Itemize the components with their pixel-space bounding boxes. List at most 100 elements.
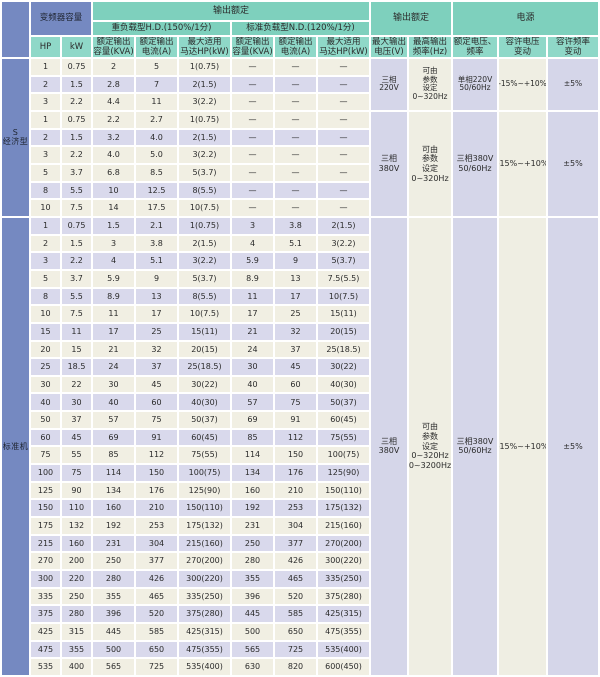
table-cell: 11 bbox=[93, 306, 134, 322]
merged-cell-voltage: 三相 220V bbox=[371, 59, 407, 110]
table-cell: — bbox=[318, 76, 369, 93]
header-output-rating-right: 输出额定 bbox=[371, 2, 451, 35]
table-cell: 175 bbox=[31, 518, 60, 534]
table-cell: 112 bbox=[275, 429, 316, 446]
table-cell: 375 bbox=[31, 606, 60, 623]
table-cell: 8 bbox=[31, 288, 60, 305]
table-cell: 335(250) bbox=[318, 571, 369, 587]
table-cell: 192 bbox=[232, 500, 273, 517]
table-cell: 125 bbox=[31, 482, 60, 499]
merged-cell-vfluct: -15%~+10% bbox=[499, 59, 546, 110]
table-cell: 114 bbox=[232, 447, 273, 464]
table-cell: 30(22) bbox=[179, 376, 230, 393]
table-cell: — bbox=[275, 164, 316, 181]
table-cell: — bbox=[232, 76, 273, 93]
table-cell: 5(3.7) bbox=[318, 253, 369, 269]
merged-cell-freq: 可由 参数 设定 0~320Hz bbox=[409, 111, 451, 216]
table-cell: 25(18.5) bbox=[318, 341, 369, 358]
merged-cell-voltage: 三相 380V bbox=[371, 111, 407, 216]
table-cell: 10 bbox=[93, 182, 134, 199]
table-cell: 2.7 bbox=[136, 111, 177, 128]
table-cell: 1(0.75) bbox=[179, 59, 230, 75]
table-cell: 100(75) bbox=[179, 465, 230, 481]
header-hd-band: 重负载型H.D.(150%/1分) bbox=[93, 22, 230, 35]
table-cell: 1(0.75) bbox=[179, 217, 230, 234]
table-cell: 192 bbox=[93, 518, 134, 534]
table-cell: 270(200) bbox=[318, 535, 369, 552]
header-nd-band: 标准负载型N.D.(120%/1分) bbox=[232, 22, 369, 35]
table-cell: 2.8 bbox=[93, 76, 134, 93]
merged-cell-freq: 可由 参数 设定 0~320Hz 0~3200Hz bbox=[409, 217, 451, 675]
table-cell: 91 bbox=[136, 429, 177, 446]
merged-cell-ffluct: ±5% bbox=[548, 217, 598, 675]
table-cell: 355 bbox=[93, 588, 134, 605]
table-cell: 75 bbox=[31, 447, 60, 464]
table-cell: 425(315) bbox=[318, 606, 369, 623]
table-cell: 40 bbox=[93, 394, 134, 411]
table-cell: 4.0 bbox=[136, 129, 177, 146]
table-cell: 8(5.5) bbox=[179, 182, 230, 199]
table-cell: 11 bbox=[62, 323, 91, 340]
table-cell: 150 bbox=[136, 465, 177, 481]
table-cell: — bbox=[275, 59, 316, 75]
table-cell: 55 bbox=[62, 447, 91, 464]
table-cell: 25 bbox=[136, 323, 177, 340]
table-cell: — bbox=[318, 182, 369, 199]
table-cell: 134 bbox=[232, 465, 273, 481]
table-cell: 45 bbox=[136, 376, 177, 393]
table-cell: 57 bbox=[232, 394, 273, 411]
table-cell: 17 bbox=[136, 306, 177, 322]
table-cell: 125(90) bbox=[179, 482, 230, 499]
table-cell: 535(400) bbox=[318, 641, 369, 658]
table-cell: 270(200) bbox=[179, 553, 230, 570]
table-cell: 5.1 bbox=[275, 235, 316, 252]
table-cell: 377 bbox=[136, 553, 177, 570]
table-cell: 1 bbox=[31, 217, 60, 234]
table-cell: 3 bbox=[31, 94, 60, 110]
table-cell: 4.0 bbox=[93, 147, 134, 163]
table-cell: 160 bbox=[232, 482, 273, 499]
table-cell: 400 bbox=[62, 659, 91, 675]
table-cell: 355 bbox=[62, 641, 91, 658]
table-cell: 3 bbox=[31, 147, 60, 163]
table-cell: 40(30) bbox=[318, 376, 369, 393]
table-cell: 20(15) bbox=[179, 341, 230, 358]
table-cell: 100(75) bbox=[318, 447, 369, 464]
table-cell: 315 bbox=[62, 624, 91, 640]
table-cell: 11 bbox=[232, 288, 273, 305]
table-cell: 725 bbox=[275, 641, 316, 658]
table-cell: 21 bbox=[232, 323, 273, 340]
table-cell: 75 bbox=[275, 394, 316, 411]
table-cell: 40 bbox=[232, 376, 273, 393]
table-cell: 2(1.5) bbox=[318, 217, 369, 234]
table-cell: 12.5 bbox=[136, 182, 177, 199]
table-cell: 565 bbox=[232, 641, 273, 658]
table-cell: 160 bbox=[62, 535, 91, 552]
table-cell: 85 bbox=[93, 447, 134, 464]
table-cell: — bbox=[232, 164, 273, 181]
table-cell: 425(315) bbox=[179, 624, 230, 640]
header-rated-voltage-freq: 额定电压、 频率 bbox=[453, 37, 497, 57]
table-cell: 132 bbox=[62, 518, 91, 534]
table-cell: 2.2 bbox=[93, 111, 134, 128]
table-cell: 10(7.5) bbox=[179, 306, 230, 322]
table-cell: 69 bbox=[232, 412, 273, 428]
table-cell: 250 bbox=[232, 535, 273, 552]
table-cell: 60 bbox=[136, 394, 177, 411]
table-cell: 3.7 bbox=[62, 164, 91, 181]
table-cell: 650 bbox=[136, 641, 177, 658]
table-cell: 32 bbox=[275, 323, 316, 340]
table-cell: 1.5 bbox=[62, 129, 91, 146]
table-cell: 650 bbox=[275, 624, 316, 640]
table-cell: 210 bbox=[275, 482, 316, 499]
table-cell: 5 bbox=[31, 270, 60, 287]
table-cell: 91 bbox=[275, 412, 316, 428]
table-cell: 1.5 bbox=[93, 217, 134, 234]
table-cell: 100 bbox=[31, 465, 60, 481]
table-cell: 2(1.5) bbox=[179, 129, 230, 146]
table-cell: 2.2 bbox=[62, 147, 91, 163]
table-cell: 445 bbox=[232, 606, 273, 623]
table-cell: 2 bbox=[93, 59, 134, 75]
table-cell: 280 bbox=[93, 571, 134, 587]
